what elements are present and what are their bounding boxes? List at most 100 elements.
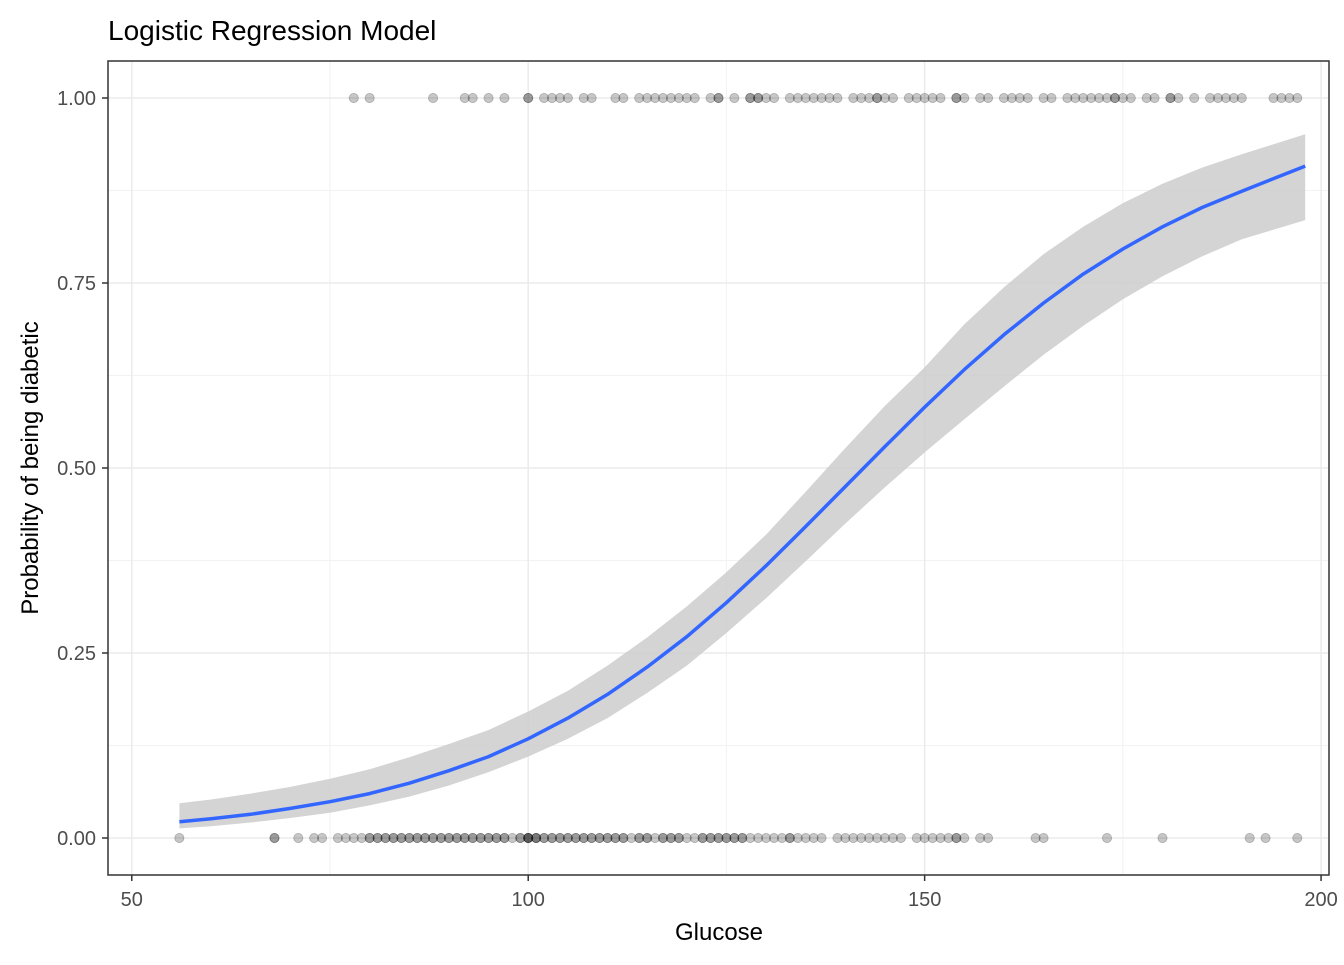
data-point-outcome-0 <box>364 833 375 844</box>
data-point-outcome-1 <box>800 93 811 104</box>
data-point-outcome-1 <box>832 93 843 104</box>
data-point-outcome-0 <box>697 833 708 844</box>
data-point-outcome-0 <box>610 833 621 844</box>
data-point-outcome-0 <box>388 833 399 844</box>
data-point-outcome-1 <box>1213 93 1224 104</box>
data-point-outcome-0 <box>784 833 795 844</box>
data-point-outcome-1 <box>872 93 883 104</box>
data-points <box>174 93 1303 844</box>
data-point-outcome-0 <box>864 833 875 844</box>
data-point-outcome-0 <box>673 833 684 844</box>
data-point-outcome-0 <box>792 833 803 844</box>
data-point-outcome-0 <box>420 833 431 844</box>
data-point-outcome-0 <box>975 833 986 844</box>
data-point-outcome-0 <box>174 833 185 844</box>
data-point-outcome-0 <box>594 833 605 844</box>
data-point-outcome-1 <box>1062 93 1073 104</box>
data-point-outcome-0 <box>586 833 597 844</box>
data-point-outcome-0 <box>293 833 304 844</box>
data-point-outcome-0 <box>467 833 478 844</box>
data-point-outcome-1 <box>681 93 692 104</box>
data-point-outcome-0 <box>380 833 391 844</box>
data-point-outcome-1 <box>927 93 938 104</box>
data-point-outcome-1 <box>824 93 835 104</box>
data-point-outcome-0 <box>721 833 732 844</box>
data-point-outcome-1 <box>1125 93 1136 104</box>
data-point-outcome-0 <box>309 833 320 844</box>
y-tick-label: 0.75 <box>57 273 96 295</box>
data-point-outcome-0 <box>745 833 756 844</box>
data-point-outcome-0 <box>872 833 883 844</box>
x-tick-label: 150 <box>908 889 941 911</box>
data-point-outcome-1 <box>1006 93 1017 104</box>
data-point-outcome-1 <box>808 93 819 104</box>
data-point-outcome-0 <box>428 833 439 844</box>
data-point-outcome-0 <box>578 833 589 844</box>
data-point-outcome-1 <box>1109 93 1120 104</box>
data-point-outcome-0 <box>388 833 399 844</box>
data-point-outcome-0 <box>610 833 621 844</box>
plot-area: 50 100 150 200 0.00 0.25 0.50 0.75 1.00 <box>57 60 1338 911</box>
data-point-outcome-0 <box>983 833 994 844</box>
data-point-outcome-0 <box>554 833 565 844</box>
data-point-outcome-0 <box>539 833 550 844</box>
data-point-outcome-0 <box>840 833 851 844</box>
data-point-outcome-1 <box>650 93 661 104</box>
data-point-outcome-0 <box>713 833 724 844</box>
data-point-outcome-0 <box>856 833 867 844</box>
data-point-outcome-1 <box>634 93 645 104</box>
data-point-outcome-1 <box>911 93 922 104</box>
data-point-outcome-0 <box>705 833 716 844</box>
data-point-outcome-1 <box>1189 93 1200 104</box>
data-point-outcome-0 <box>1157 833 1168 844</box>
data-point-outcome-0 <box>348 833 359 844</box>
fit-line <box>179 164 1306 824</box>
data-point-outcome-1 <box>586 93 597 104</box>
data-point-outcome-0 <box>372 833 383 844</box>
data-point-outcome-0 <box>435 833 446 844</box>
data-point-outcome-0 <box>340 833 351 844</box>
data-point-outcome-0 <box>554 833 565 844</box>
data-point-outcome-0 <box>943 833 954 844</box>
data-point-outcome-0 <box>650 833 661 844</box>
data-point-outcome-1 <box>1086 93 1097 104</box>
data-point-outcome-0 <box>951 833 962 844</box>
data-point-outcome-0 <box>578 833 589 844</box>
data-point-outcome-1 <box>848 93 859 104</box>
data-point-outcome-1 <box>547 93 558 104</box>
data-point-outcome-0 <box>1102 833 1113 844</box>
data-point-outcome-1 <box>761 93 772 104</box>
data-point-outcome-0 <box>459 833 470 844</box>
data-point-outcome-1 <box>951 93 962 104</box>
data-point-outcome-0 <box>737 833 748 844</box>
data-point-outcome-1 <box>459 93 470 104</box>
data-point-outcome-1 <box>903 93 914 104</box>
data-point-outcome-0 <box>404 833 415 844</box>
data-point-outcome-0 <box>507 833 518 844</box>
data-point-outcome-1 <box>1094 93 1105 104</box>
data-point-outcome-1 <box>618 93 629 104</box>
data-point-outcome-1 <box>483 93 494 104</box>
data-point-outcome-0 <box>729 833 740 844</box>
data-point-outcome-0 <box>523 833 534 844</box>
data-point-outcome-1 <box>665 93 676 104</box>
data-point-outcome-0 <box>531 833 542 844</box>
data-point-outcome-0 <box>634 833 645 844</box>
data-point-outcome-1 <box>1236 93 1247 104</box>
x-tick-label: 200 <box>1304 889 1337 911</box>
data-point-outcome-1 <box>1165 93 1176 104</box>
data-point-outcome-1 <box>1141 93 1152 104</box>
data-point-outcome-1 <box>1109 93 1120 104</box>
data-point-outcome-0 <box>356 833 367 844</box>
data-point-outcome-0 <box>887 833 898 844</box>
data-point-outcome-0 <box>713 833 724 844</box>
data-point-outcome-0 <box>626 833 637 844</box>
data-point-outcome-1 <box>745 93 756 104</box>
data-point-outcome-1 <box>1014 93 1025 104</box>
data-point-outcome-0 <box>491 833 502 844</box>
data-point-outcome-0 <box>435 833 446 844</box>
data-point-outcome-0 <box>269 833 280 844</box>
data-point-outcome-1 <box>658 93 669 104</box>
data-point-outcome-0 <box>547 833 558 844</box>
